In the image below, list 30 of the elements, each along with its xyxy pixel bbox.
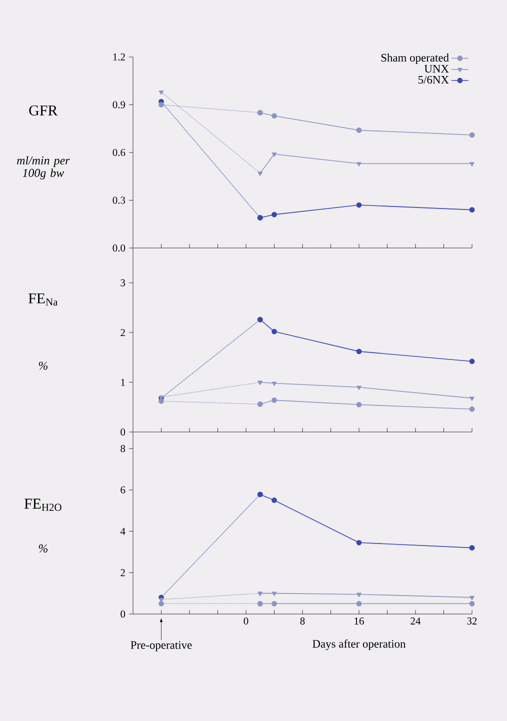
legend-label: Sham operated [381, 54, 449, 64]
x-tick-label: 0 [244, 618, 248, 625]
legend-label: 5/6NX [418, 76, 449, 84]
x-tick-label: 24 [410, 618, 421, 624]
x-tick-label: 32 [467, 618, 477, 625]
y-tick-label: 2 [120, 569, 125, 576]
x-tick-label: 8 [300, 618, 305, 625]
y-axis-title: FE$_{H2O}$ [24, 498, 62, 511]
x-tick-label: 16 [354, 618, 364, 625]
y-tick-label: 8 [120, 445, 126, 452]
y-tick-label: 1 [121, 378, 125, 386]
y-tick-label: 4 [120, 528, 126, 535]
y-tick-label: 3 [120, 279, 126, 286]
text: Pre-operative [130, 641, 192, 652]
y-tick-label: 0.3 [112, 196, 126, 204]
y-tick-label: 2 [120, 329, 125, 336]
y-tick-label: 1.2 [113, 53, 125, 61]
x-axis-title: Days after operation [312, 640, 406, 650]
text: ml/min per 100g bw [17, 156, 70, 180]
y-tick-label: 0.0 [112, 244, 126, 252]
legend-label: UNX [424, 64, 449, 73]
y-tick-label: 0 [120, 428, 126, 436]
text: % [38, 362, 48, 370]
y-tick-label: 0.9 [112, 101, 126, 108]
y-tick-label: 0.6 [112, 148, 126, 156]
y-axis-title: GFR [29, 105, 58, 116]
y-tick-label: 0 [120, 610, 126, 618]
y-axis-title: FE$_{Na}$ [28, 294, 58, 306]
y-tick-label: 6 [120, 486, 126, 494]
text: % [38, 544, 48, 553]
